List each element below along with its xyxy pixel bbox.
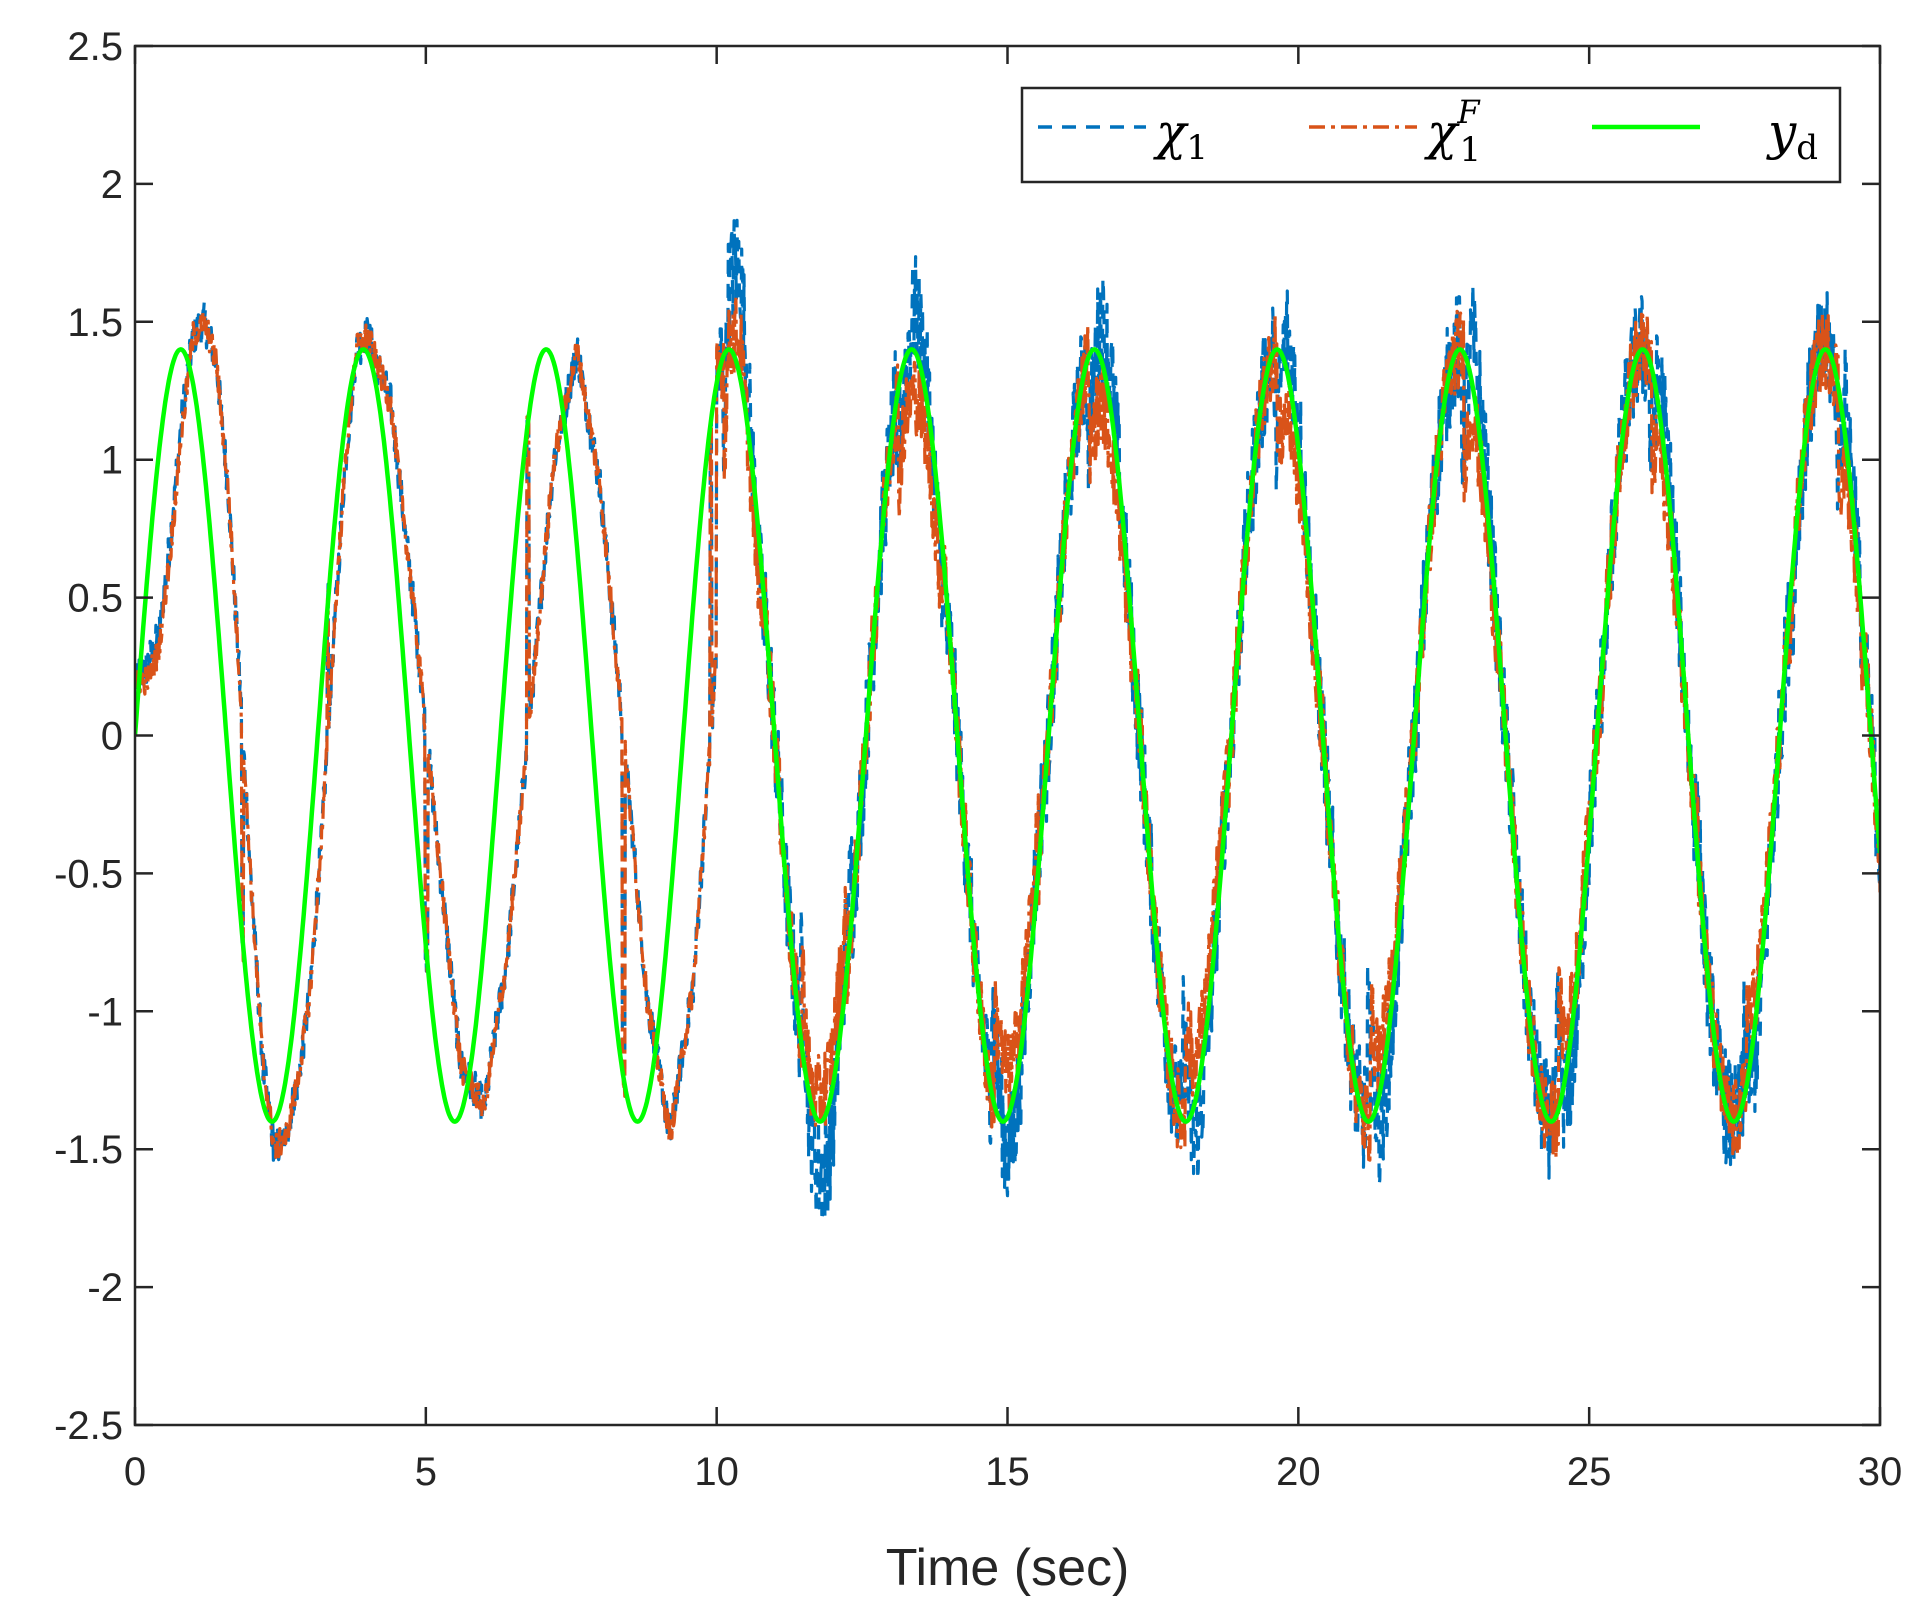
x-tick-label: 20	[1276, 1450, 1321, 1494]
legend-label-sub: 1	[1186, 128, 1208, 168]
series-line-3	[135, 347, 1880, 1124]
y-tick-label: -1.5	[54, 1128, 123, 1172]
x-tick-label: 30	[1858, 1450, 1903, 1494]
legend-label-sup: F	[1456, 93, 1481, 131]
y-tick-label: -0.5	[54, 852, 123, 896]
y-tick-label: 1.5	[67, 301, 123, 345]
x-tick-label: 10	[694, 1450, 739, 1494]
x-tick-label: 0	[124, 1450, 146, 1494]
legend-label-sub: d	[1796, 128, 1818, 168]
y-tick-label: 0	[101, 715, 123, 759]
legend-label-main: χ	[1153, 103, 1189, 161]
y-tick-label: -2.5	[54, 1404, 123, 1448]
x-tick-label: 15	[985, 1450, 1030, 1494]
plot-area	[135, 46, 1880, 1425]
legend-box	[1020, 86, 1842, 184]
x-tick-label: 25	[1567, 1450, 1612, 1494]
legend-label-main: χ	[1424, 103, 1460, 161]
plot-series	[135, 218, 1880, 1223]
legend-label-1: χ1	[1153, 103, 1208, 168]
legend-label-3: yd	[1766, 103, 1818, 168]
x-axis-ticks: 0 5 10 15 20 25 30	[124, 46, 1902, 1494]
y-tick-label: -2	[87, 1266, 123, 1310]
legend: χ1 χF 1 yd	[1020, 86, 1842, 184]
legend-label-2: χF 1	[1424, 93, 1481, 170]
axes-background	[135, 46, 1880, 1425]
x-tick-label: 5	[415, 1450, 437, 1494]
y-tick-label: -1	[87, 990, 123, 1034]
x-axis-label: Time (sec)	[886, 1539, 1130, 1597]
legend-label-main: y	[1766, 103, 1797, 161]
y-axis-ticks: 2.5 2 1.5 1 0.5 0 -0.5 -1 -1.5 -2 -2.5	[54, 25, 1880, 1448]
y-tick-label: 2	[101, 163, 123, 207]
y-tick-label: 0.5	[67, 577, 123, 621]
y-tick-label: 2.5	[67, 25, 123, 69]
legend-label-sub: 1	[1460, 130, 1482, 170]
y-tick-label: 1	[101, 439, 123, 483]
